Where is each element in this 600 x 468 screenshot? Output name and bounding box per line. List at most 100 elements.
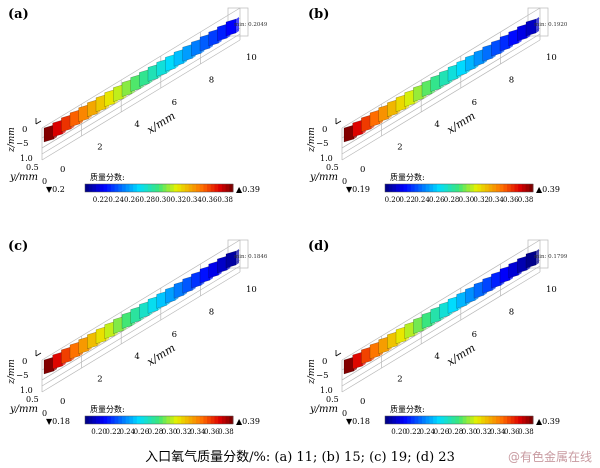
colorbar-tick: 0.20 bbox=[391, 428, 407, 436]
colorbar-tick: 0.30 bbox=[162, 428, 178, 436]
colorbar bbox=[84, 415, 234, 425]
fin-slice bbox=[439, 301, 450, 319]
fin-slice bbox=[482, 275, 493, 294]
colorbar-tick: 0.20 bbox=[385, 196, 401, 204]
x-tick-label: 4 bbox=[434, 352, 439, 362]
colorbar-tick: 0.36 bbox=[503, 196, 519, 204]
colorbar-tick: 0.34 bbox=[490, 428, 506, 436]
colorbar-tick: 0.26 bbox=[124, 196, 140, 204]
legend-min: ▼0.18 bbox=[346, 417, 370, 426]
colorbar-tick: 0.30 bbox=[155, 196, 171, 204]
fin-slice-side bbox=[536, 17, 539, 33]
min-annotation: min: 0.2049 bbox=[234, 22, 268, 28]
x-tick-label: 0 bbox=[60, 397, 65, 407]
colorbar-tick: 0.22 bbox=[399, 196, 415, 204]
x-tick-label: 0 bbox=[360, 165, 365, 175]
fin-slice bbox=[352, 119, 363, 138]
fin-slice bbox=[182, 275, 193, 294]
x-tick-label: 8 bbox=[509, 75, 514, 85]
z-tick-label: −5 bbox=[16, 371, 29, 381]
colorbar-tick: 0.34 bbox=[186, 196, 202, 204]
z-tick-label: 0 bbox=[322, 125, 327, 135]
z-tick-label: 0 bbox=[322, 357, 327, 367]
fin-slice bbox=[430, 74, 441, 92]
y-axis-label: y/mm bbox=[309, 172, 338, 183]
fin-slice bbox=[404, 321, 415, 340]
legend-max: ▲0.39 bbox=[536, 185, 560, 194]
x-tick-label: 10 bbox=[546, 285, 557, 295]
legend-title: 质量分数: bbox=[390, 404, 425, 414]
y-tick-label: 1.0 bbox=[20, 154, 33, 163]
colorbar-tick: 0.22 bbox=[405, 428, 421, 436]
colorbar-tick: 0.20 bbox=[91, 428, 107, 436]
fin-slice bbox=[447, 296, 459, 314]
colorbar-tick: 0.32 bbox=[171, 196, 187, 204]
legend-min: ▼0.19 bbox=[346, 185, 370, 194]
fin-slice bbox=[508, 260, 519, 279]
fin-slice bbox=[387, 331, 398, 350]
fin-slice bbox=[361, 114, 372, 133]
z-tick-label: −5 bbox=[316, 371, 329, 381]
fin-slice bbox=[191, 270, 202, 289]
panel-label: (b) bbox=[308, 7, 329, 22]
colorbar-tick: 0.28 bbox=[140, 196, 156, 204]
watermark: @有色金属在线 bbox=[507, 450, 592, 464]
fin-slice bbox=[378, 336, 389, 355]
x-axis-label: x/mm bbox=[445, 109, 478, 136]
fin-slice bbox=[387, 99, 398, 118]
fin-slice bbox=[508, 28, 519, 47]
colorbar-tick: 0.36 bbox=[202, 196, 218, 204]
x-tick-label: 6 bbox=[472, 98, 477, 108]
z-axis-label: z/mm bbox=[307, 127, 317, 153]
fin-slice bbox=[52, 351, 63, 370]
fin-slice bbox=[413, 84, 424, 102]
colorbar bbox=[84, 183, 234, 193]
colorbar-tick: 0.26 bbox=[134, 428, 150, 436]
x-tick-label: 6 bbox=[172, 98, 177, 108]
fin-slice bbox=[491, 270, 502, 289]
fin-slice bbox=[208, 260, 219, 279]
colorbar-tick: 0.38 bbox=[217, 196, 233, 204]
colorbar-tick: 0.38 bbox=[518, 196, 534, 204]
fin-slice-side bbox=[236, 17, 239, 33]
panel-label: (a) bbox=[8, 7, 29, 22]
x-tick-label: 4 bbox=[134, 352, 139, 362]
colorbar-tick: 0.28 bbox=[444, 196, 460, 204]
panel-label: (d) bbox=[308, 239, 329, 254]
colorbar-tick: 0.26 bbox=[434, 428, 450, 436]
figure-caption: 入口氧气质量分数/%: (a) 11; (b) 15; (c) 19; (d) … bbox=[145, 450, 455, 465]
x-tick-label: 2 bbox=[397, 143, 402, 153]
colorbar-tick: 0.24 bbox=[419, 428, 435, 436]
colorbar-tick: 0.24 bbox=[108, 196, 124, 204]
x-tick-label: 10 bbox=[246, 285, 257, 295]
x-tick-label: 10 bbox=[246, 53, 257, 63]
z-tick-label: 0 bbox=[22, 125, 27, 135]
x-tick-label: 2 bbox=[97, 143, 102, 153]
z-tick-label: −5 bbox=[16, 139, 29, 149]
x-tick-label: 6 bbox=[472, 330, 477, 340]
x-tick-label: 6 bbox=[172, 330, 177, 340]
legend-title: 质量分数: bbox=[90, 172, 125, 182]
colorbar-tick: 0.32 bbox=[473, 196, 489, 204]
z-axis-label: z/mm bbox=[7, 359, 17, 385]
fin-slice bbox=[456, 291, 467, 309]
colorbar-tick: 0.26 bbox=[429, 196, 445, 204]
fin-slice bbox=[395, 326, 407, 345]
fin-slice bbox=[482, 43, 493, 62]
x-tick-label: 0 bbox=[60, 165, 65, 175]
legend-title: 质量分数: bbox=[90, 404, 125, 414]
x-tick-label: 8 bbox=[509, 307, 514, 317]
fin-slice bbox=[456, 59, 467, 77]
y-axis-label: y/mm bbox=[9, 404, 38, 415]
min-annotation: min: 0.1799 bbox=[534, 254, 568, 260]
fin-slice bbox=[165, 285, 176, 304]
fin-slice bbox=[69, 341, 81, 360]
fin-slice bbox=[352, 351, 363, 370]
colorbar-tick: 0.28 bbox=[148, 428, 164, 436]
y-tick-label: 1.0 bbox=[320, 386, 333, 395]
colorbar-tick: 0.34 bbox=[488, 196, 504, 204]
